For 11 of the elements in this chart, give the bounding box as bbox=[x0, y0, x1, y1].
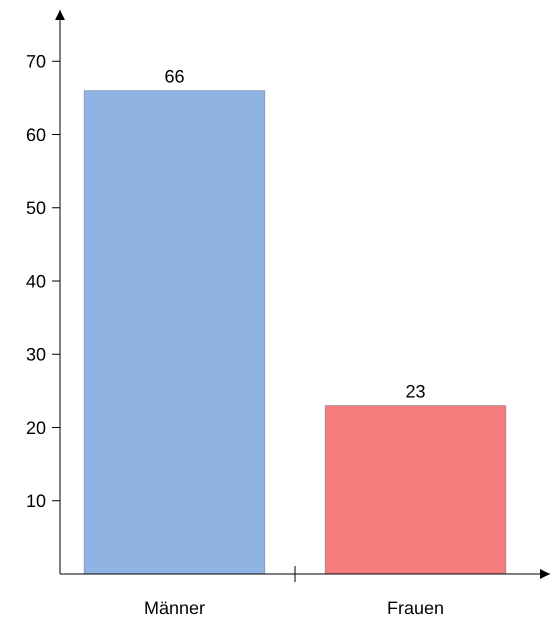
y-tick-label: 40 bbox=[26, 271, 46, 292]
x-tick-label: Männer bbox=[144, 598, 206, 618]
y-tick-label: 30 bbox=[26, 344, 46, 365]
y-tick-label: 10 bbox=[26, 491, 46, 512]
x-tick-label: Frauen bbox=[386, 598, 444, 618]
y-tick-label: 20 bbox=[26, 418, 46, 438]
data-label: 66 bbox=[164, 66, 185, 87]
y-tick-label: 70 bbox=[26, 52, 46, 72]
y-tick-label: 50 bbox=[26, 198, 46, 218]
y-tick-label: 60 bbox=[26, 124, 46, 145]
data-label: 23 bbox=[405, 382, 426, 402]
